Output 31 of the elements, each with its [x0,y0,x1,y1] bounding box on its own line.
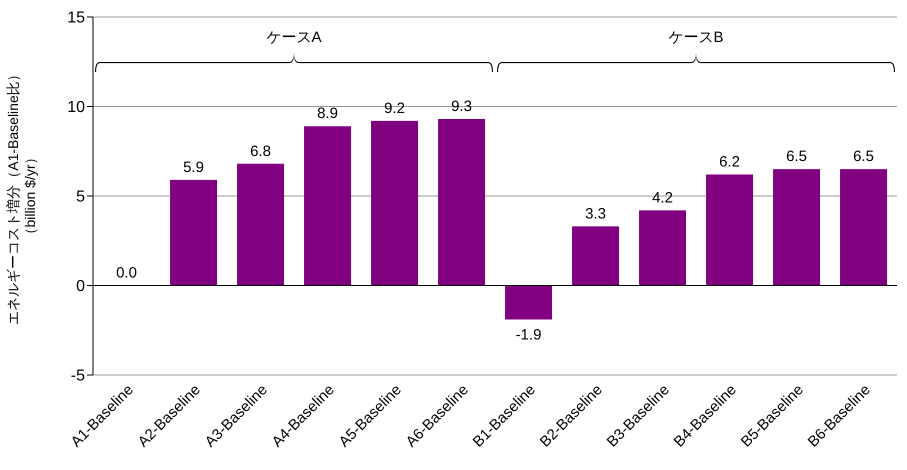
data-label: 9.2 [384,100,405,117]
y-tick-label: 5 [76,188,86,206]
data-label: 6.2 [719,154,740,171]
bar [304,126,352,286]
y-tick-label: 0 [76,278,86,296]
bar [639,210,686,286]
y-tick-label: -5 [70,368,86,385]
data-label: -1.9 [516,326,542,344]
y-tick-label: 10 [67,99,86,116]
annotation: ケースA [266,28,322,47]
data-label: 5.9 [183,158,204,176]
y-tick-label: 15 [67,10,86,27]
y-axis-title: エネルギーコスト増分（A1-Baseline比）（billion $/yr） [5,66,39,327]
data-label: 4.2 [652,189,673,206]
bar [237,164,284,286]
bar [505,286,552,320]
bar [371,120,418,286]
annotation: ケースB [668,28,724,47]
data-label: 6.5 [786,148,807,166]
data-label: 0.0 [116,264,137,282]
bar [773,169,820,286]
bar [438,119,486,286]
bar [706,174,754,286]
bar [572,226,620,286]
data-label: 8.9 [317,105,338,122]
bar [840,169,888,286]
data-label: 9.3 [451,98,472,116]
data-label: 6.8 [250,142,271,160]
data-label: 6.5 [853,148,874,166]
bar [170,180,218,286]
data-label: 3.3 [585,205,606,222]
